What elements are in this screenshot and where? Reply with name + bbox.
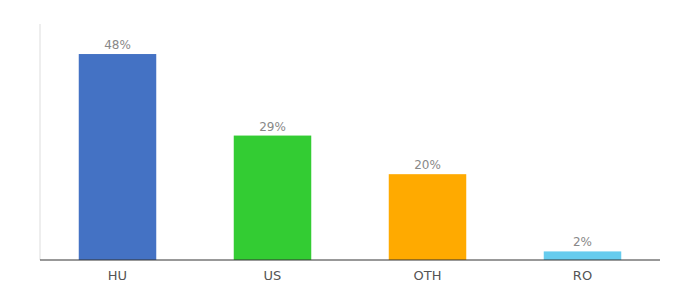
chart-container: 48% 29% 20% 2% HU US OTH RO: [0, 0, 680, 300]
x-tick-label: US: [264, 268, 282, 283]
bar: [389, 174, 467, 260]
x-tick-label: OTH: [414, 268, 442, 283]
bar: [544, 251, 622, 260]
x-tick-label: HU: [108, 268, 127, 283]
data-label: 2%: [573, 235, 592, 249]
data-label: 29%: [259, 120, 286, 134]
labels: 48% 29% 20% 2%: [104, 38, 592, 249]
x-tick-label: RO: [573, 268, 592, 283]
data-label: 48%: [104, 38, 131, 52]
data-label: 20%: [414, 158, 441, 172]
y-axis-line: [40, 24, 41, 260]
bar: [234, 136, 312, 260]
bars: [79, 54, 622, 260]
bar: [79, 54, 157, 260]
chart: 48% 29% 20% 2% HU US OTH RO: [0, 0, 680, 300]
x-axis-line: [40, 260, 660, 261]
